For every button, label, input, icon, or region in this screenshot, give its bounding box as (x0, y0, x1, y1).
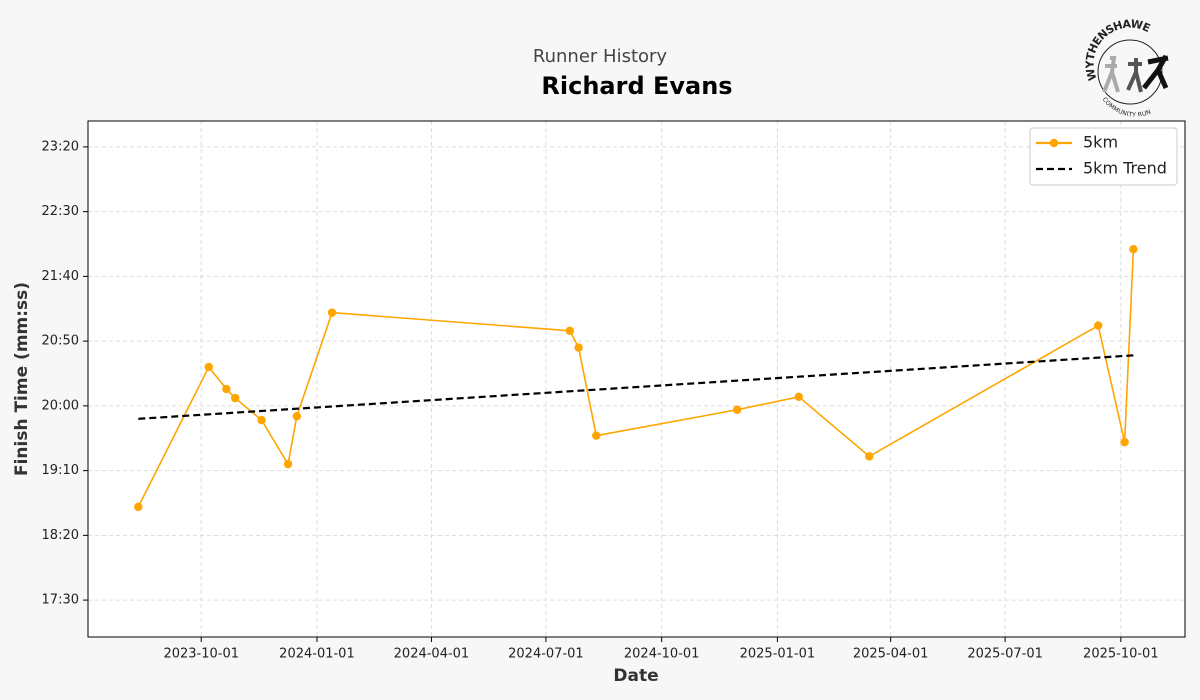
point (1093, 321, 1103, 330)
logo-ring (1097, 39, 1163, 105)
y-tick-label: 21:40 (42, 269, 79, 284)
y-tick-label: 23:20 (42, 139, 79, 154)
point (794, 392, 803, 402)
chart-title: Richard Evans (541, 72, 732, 100)
plot-area (88, 121, 1185, 637)
logo-runner (1102, 56, 1120, 93)
x-tick-label: 2023-10-01 (163, 647, 239, 662)
y-tick-label: 22:30 (42, 204, 79, 219)
point (292, 412, 302, 421)
x-tick-label: 2024-01-01 (279, 647, 355, 662)
point (327, 308, 337, 317)
point (134, 502, 143, 512)
point (865, 452, 874, 461)
x-tick-label: 2025-04-01 (853, 647, 929, 662)
y-tick-label: 19:10 (42, 463, 79, 478)
legend-label: 5km Trend (1083, 159, 1167, 178)
y-tick-label: 20:00 (42, 398, 79, 413)
y-tick-label: 18:20 (42, 528, 79, 543)
legend-label: 5km (1083, 133, 1118, 152)
legend: 5km 5km Trend (1029, 127, 1178, 186)
legend-marker (1049, 138, 1059, 148)
point (204, 362, 213, 372)
point (257, 415, 266, 425)
x-tick-label: 2024-04-01 (394, 647, 470, 662)
point (592, 431, 601, 440)
point (732, 405, 742, 414)
chart-subtitle: Runner History (533, 46, 668, 67)
point (574, 343, 583, 352)
y-tick-label: 20:50 (42, 334, 79, 349)
y-tick-label: 17:30 (42, 593, 79, 608)
point (283, 459, 293, 469)
point (1120, 437, 1129, 447)
x-tick-label: 2024-10-01 (624, 647, 700, 662)
trend-line (138, 354, 1134, 420)
x-tick-label: 2024-07-01 (508, 647, 584, 662)
x-tick-label: 2025-10-01 (1083, 647, 1159, 662)
plot-frame (87, 120, 1186, 638)
point (230, 393, 240, 403)
x-tick-label: 2025-07-01 (967, 647, 1043, 662)
y-axis-title: Finish Time (mm:ss) (12, 282, 32, 476)
x-axis-title: Date (613, 666, 658, 686)
point (222, 384, 231, 394)
logo-runner (1142, 54, 1169, 90)
point (565, 326, 575, 335)
point (1129, 244, 1138, 254)
logo-runner (1126, 58, 1143, 93)
x-tick-label: 2025-01-01 (740, 647, 816, 662)
